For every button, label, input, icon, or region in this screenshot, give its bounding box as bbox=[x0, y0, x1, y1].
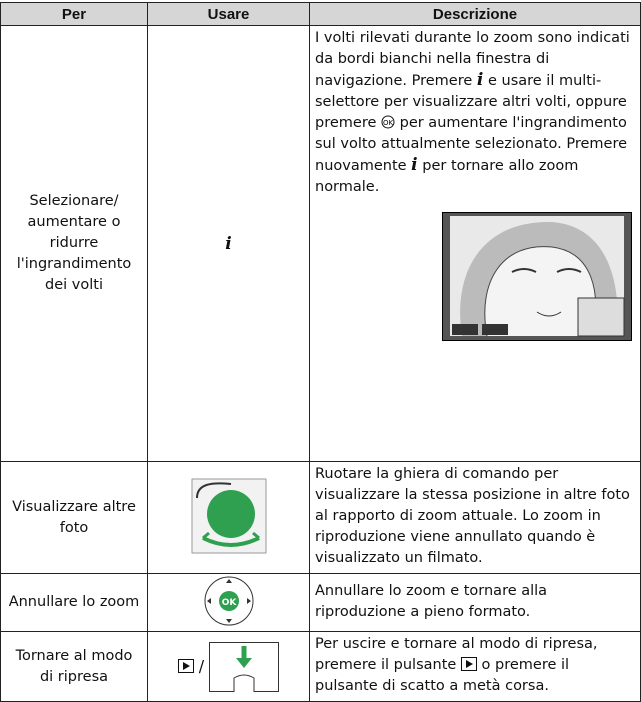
text: e usare il multi-selettore per visualizz… bbox=[315, 73, 627, 131]
text: Annullare lo zoom e tornare alla riprodu… bbox=[315, 582, 548, 620]
text: Per uscire e tornare al modo di ripresa,… bbox=[315, 636, 598, 673]
i-icon: 𝒊 bbox=[476, 70, 484, 90]
row: Visualizzare altre foto Ruotare la ghier… bbox=[0, 461, 641, 574]
play-icon bbox=[177, 659, 194, 673]
multi-selector-icon: OK bbox=[204, 576, 253, 625]
header-cell: Descrizione bbox=[309, 2, 641, 26]
cell: Annullare lo zoom e tornare alla riprodu… bbox=[309, 573, 641, 632]
text: I volti rilevati durante lo zoom sono in… bbox=[315, 30, 630, 89]
row: Tornare al modo di ripresa / Per uscire … bbox=[0, 631, 641, 702]
svg-text:OK: OK bbox=[383, 119, 394, 127]
separator: / bbox=[198, 656, 205, 675]
cell: / bbox=[147, 631, 310, 702]
row: Annullare lo zoom OK Annullare lo zoom e… bbox=[0, 573, 641, 632]
cell: I volti rilevati durante lo zoom sono in… bbox=[309, 25, 641, 462]
header-cell: Usare bbox=[147, 2, 310, 26]
ok-icon: OK bbox=[381, 115, 395, 129]
text: per aumentare l'ingrandimento sul volto … bbox=[315, 115, 628, 174]
row: Selezionare/ aumentare o ridurre l'ingra… bbox=[0, 25, 641, 462]
cell: Annullare lo zoom bbox=[0, 573, 148, 632]
text: per tornare allo zoom normale. bbox=[315, 158, 579, 195]
cell: Ruotare la ghiera di comando per visuali… bbox=[309, 461, 641, 574]
shutter-button-icon bbox=[209, 641, 280, 692]
face-screen-image bbox=[442, 212, 632, 341]
cell: i bbox=[147, 25, 310, 462]
svg-text:OK: OK bbox=[221, 598, 237, 608]
cell: Tornare al modo di ripresa bbox=[0, 631, 148, 702]
header-row: Per Usare Descrizione bbox=[0, 2, 641, 26]
header-cell: Per bbox=[0, 2, 148, 26]
cell: Per uscire e tornare al modo di ripresa,… bbox=[309, 631, 641, 702]
cell: Visualizzare altre foto bbox=[0, 461, 148, 574]
i-button: i bbox=[225, 233, 232, 254]
i-icon: 𝒊 bbox=[411, 155, 418, 175]
cell: OK bbox=[147, 573, 310, 632]
command-dial-icon bbox=[191, 478, 266, 553]
play-icon bbox=[460, 657, 477, 671]
cell bbox=[147, 461, 310, 574]
cell: Selezionare/ aumentare o ridurre l'ingra… bbox=[0, 25, 148, 462]
text: Ruotare la ghiera di comando per visuali… bbox=[315, 466, 630, 566]
